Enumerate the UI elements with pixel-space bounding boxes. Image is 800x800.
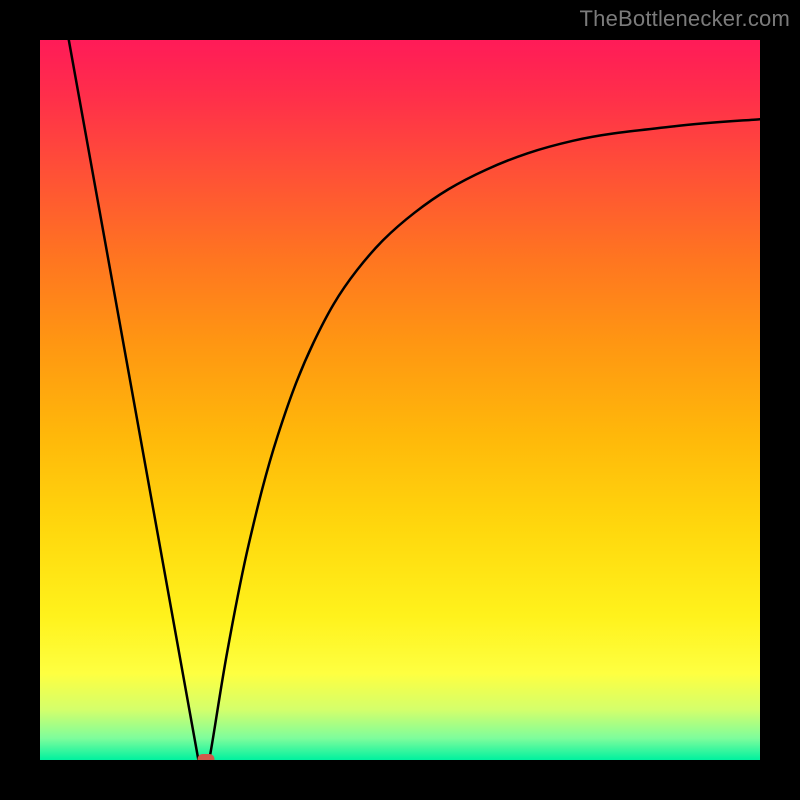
chart-frame: TheBottlenecker.com (0, 0, 800, 800)
minimum-marker (197, 754, 214, 760)
bottleneck-curve (69, 40, 760, 760)
watermark-text: TheBottlenecker.com (580, 6, 790, 32)
plot-area (40, 40, 760, 760)
curve-svg (40, 40, 760, 760)
minimum-marker-icon (197, 754, 214, 760)
